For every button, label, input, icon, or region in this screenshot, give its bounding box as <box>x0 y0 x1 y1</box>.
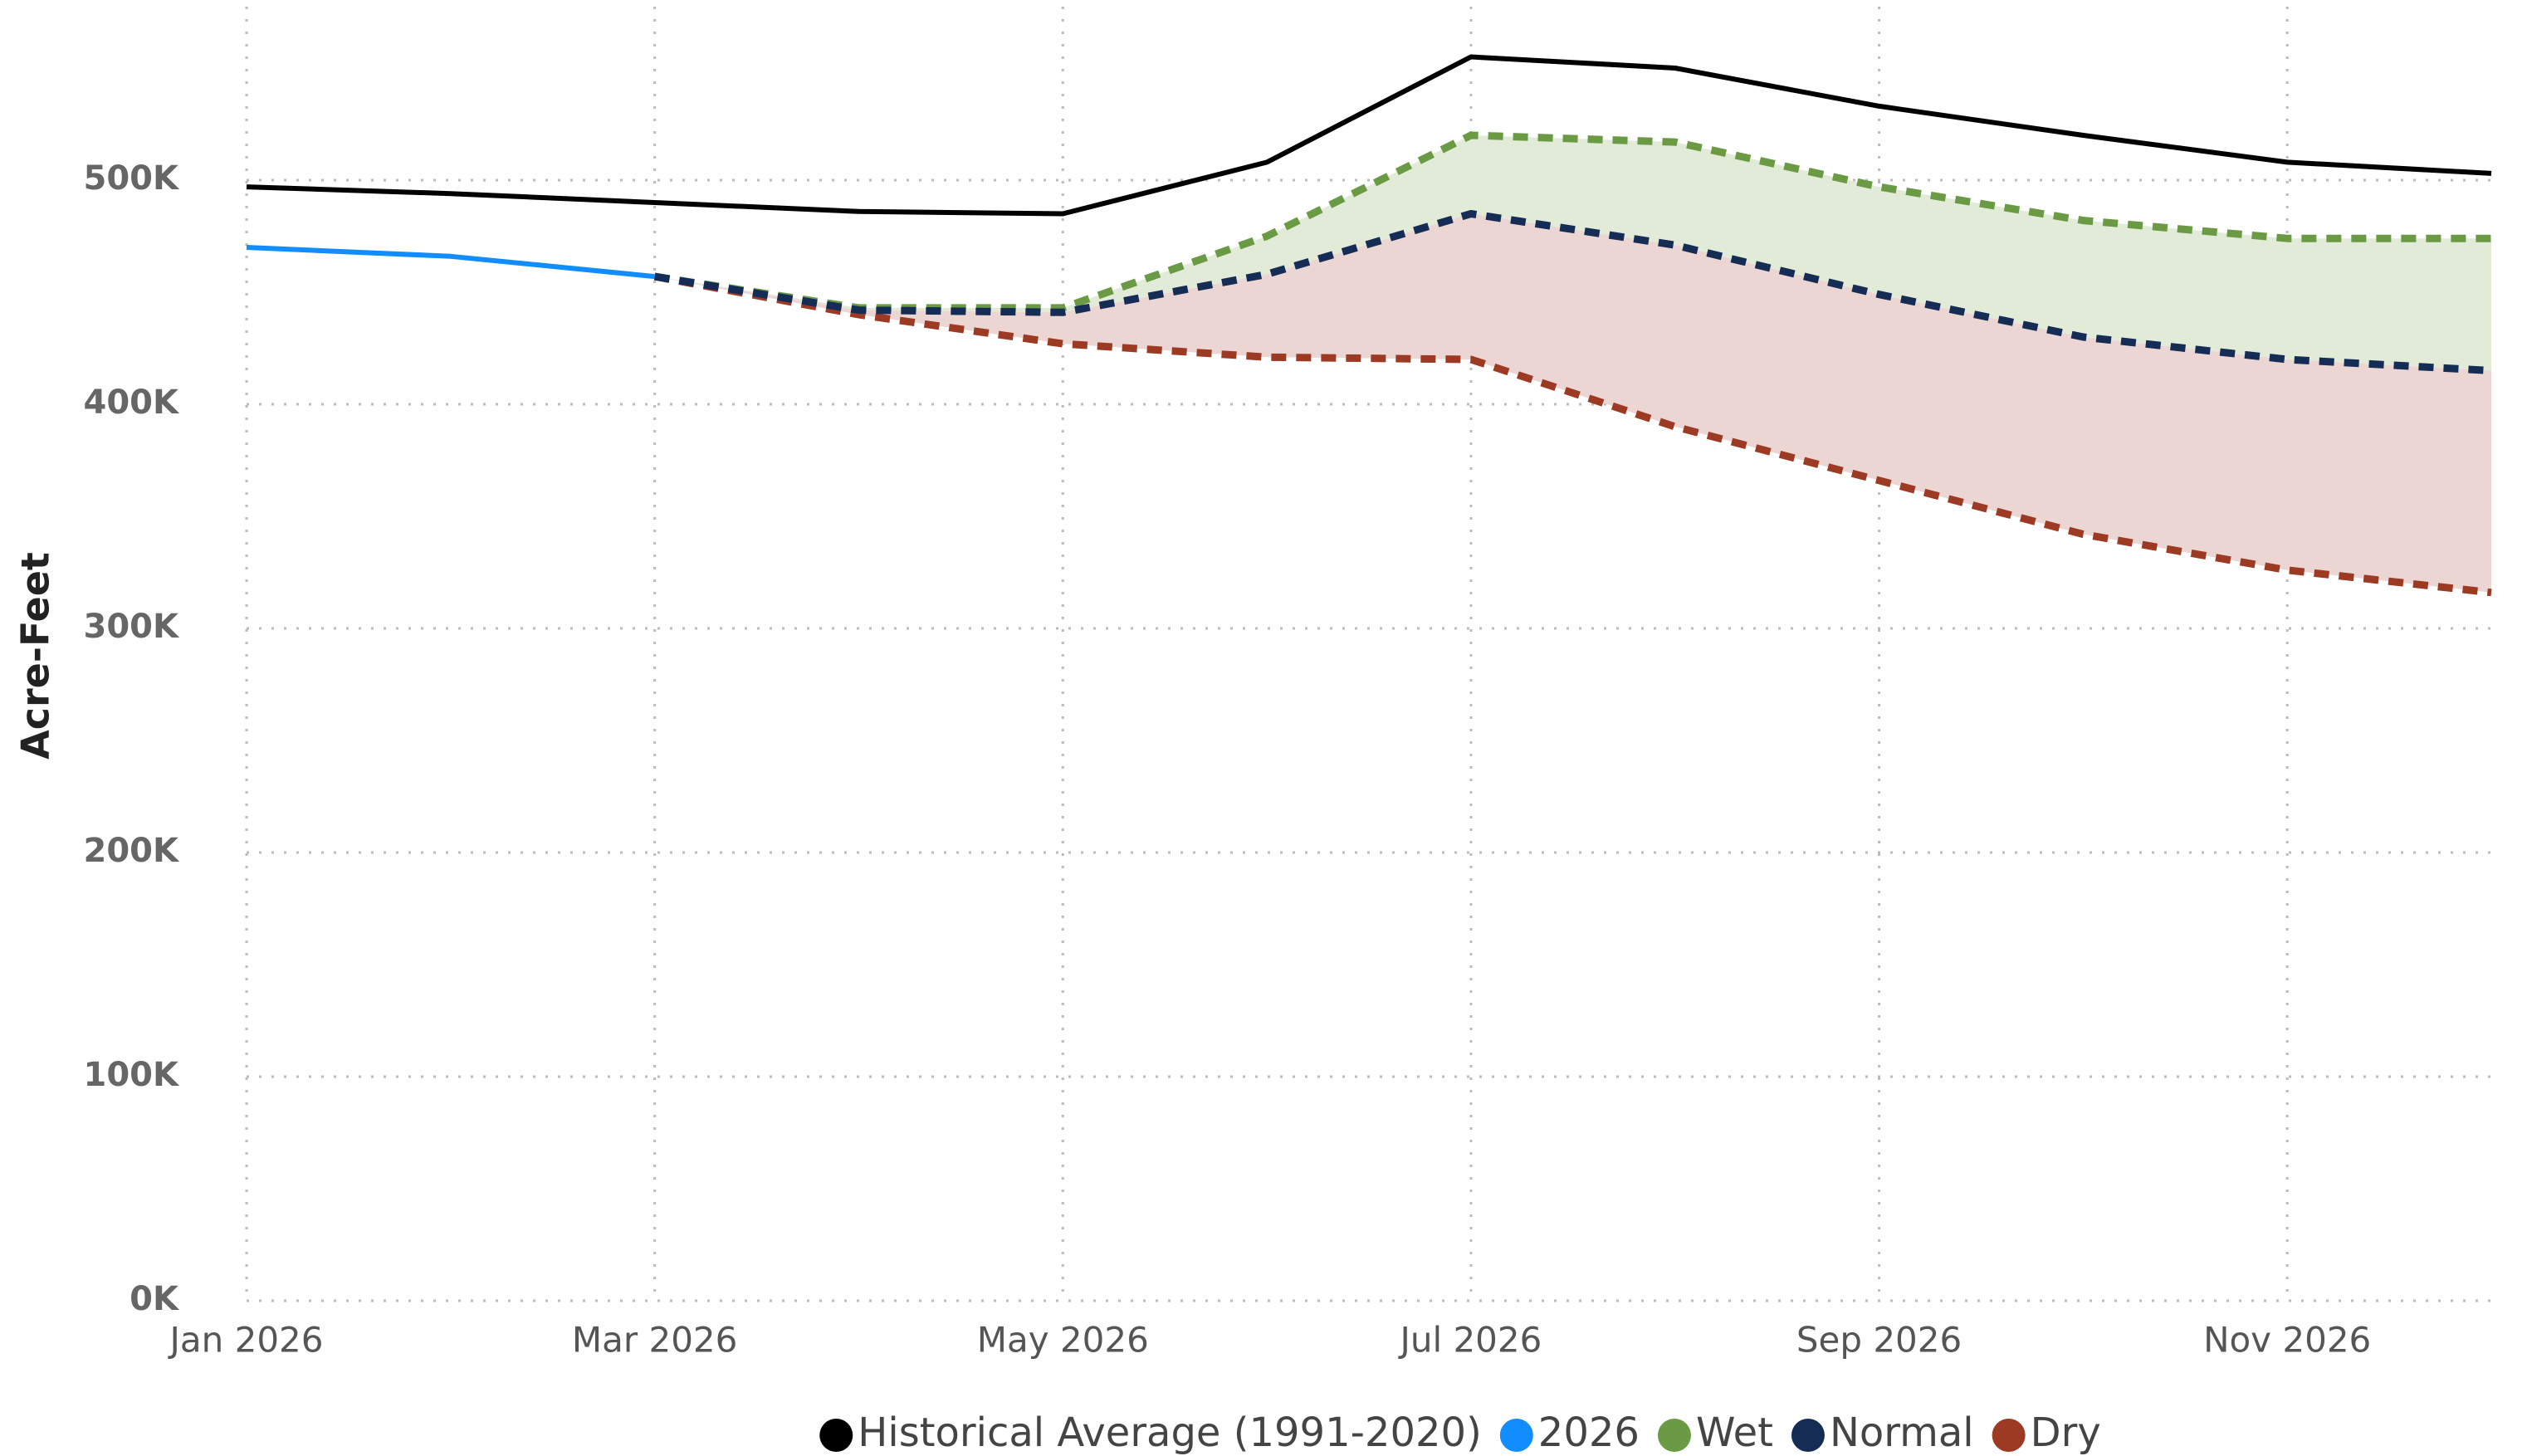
x-tick-label: Jul 2026 <box>1397 1320 1542 1361</box>
legend-marker <box>1791 1419 1825 1452</box>
x-tick-label: May 2026 <box>977 1320 1149 1361</box>
series-line <box>246 245 655 280</box>
legend-label: Normal <box>1830 1410 1974 1456</box>
legend-label: Wet <box>1696 1410 1773 1456</box>
band <box>654 213 2492 593</box>
grid <box>245 7 2491 1302</box>
series-line <box>246 54 2492 217</box>
x-tick-label: Jan 2026 <box>168 1320 324 1361</box>
legend-marker <box>1992 1419 2026 1452</box>
series-line <box>653 272 2492 597</box>
y-tick-label: 100K <box>84 1056 180 1094</box>
legend-marker <box>1657 1419 1691 1452</box>
y-tick-label: 500K <box>84 159 180 198</box>
legend-marker <box>819 1419 853 1452</box>
y-tick-label: 0K <box>130 1280 180 1318</box>
y-axis-title: Acre-Feet <box>13 552 58 760</box>
series-line <box>653 210 2492 374</box>
legend: Historical Average (1991-2020) 2026 Wet Nor… <box>819 1410 2101 1456</box>
lines <box>246 54 2492 597</box>
x-tick-label: Sep 2026 <box>1796 1320 1962 1361</box>
x-tick-label: Mar 2026 <box>572 1320 737 1361</box>
x-tick-label: Nov 2026 <box>2203 1320 2371 1361</box>
legend-marker <box>1499 1419 1533 1452</box>
y-tick-label: 200K <box>84 832 180 870</box>
legend-label: Dry <box>2031 1410 2101 1456</box>
legend-label: 2026 <box>1538 1410 1640 1456</box>
y-tick-label: 300K <box>84 608 180 646</box>
band <box>654 135 2492 371</box>
legend-label: Historical Average (1991-2020) <box>858 1410 1482 1456</box>
bands <box>654 135 2492 593</box>
y-tick-label: 400K <box>84 384 180 422</box>
